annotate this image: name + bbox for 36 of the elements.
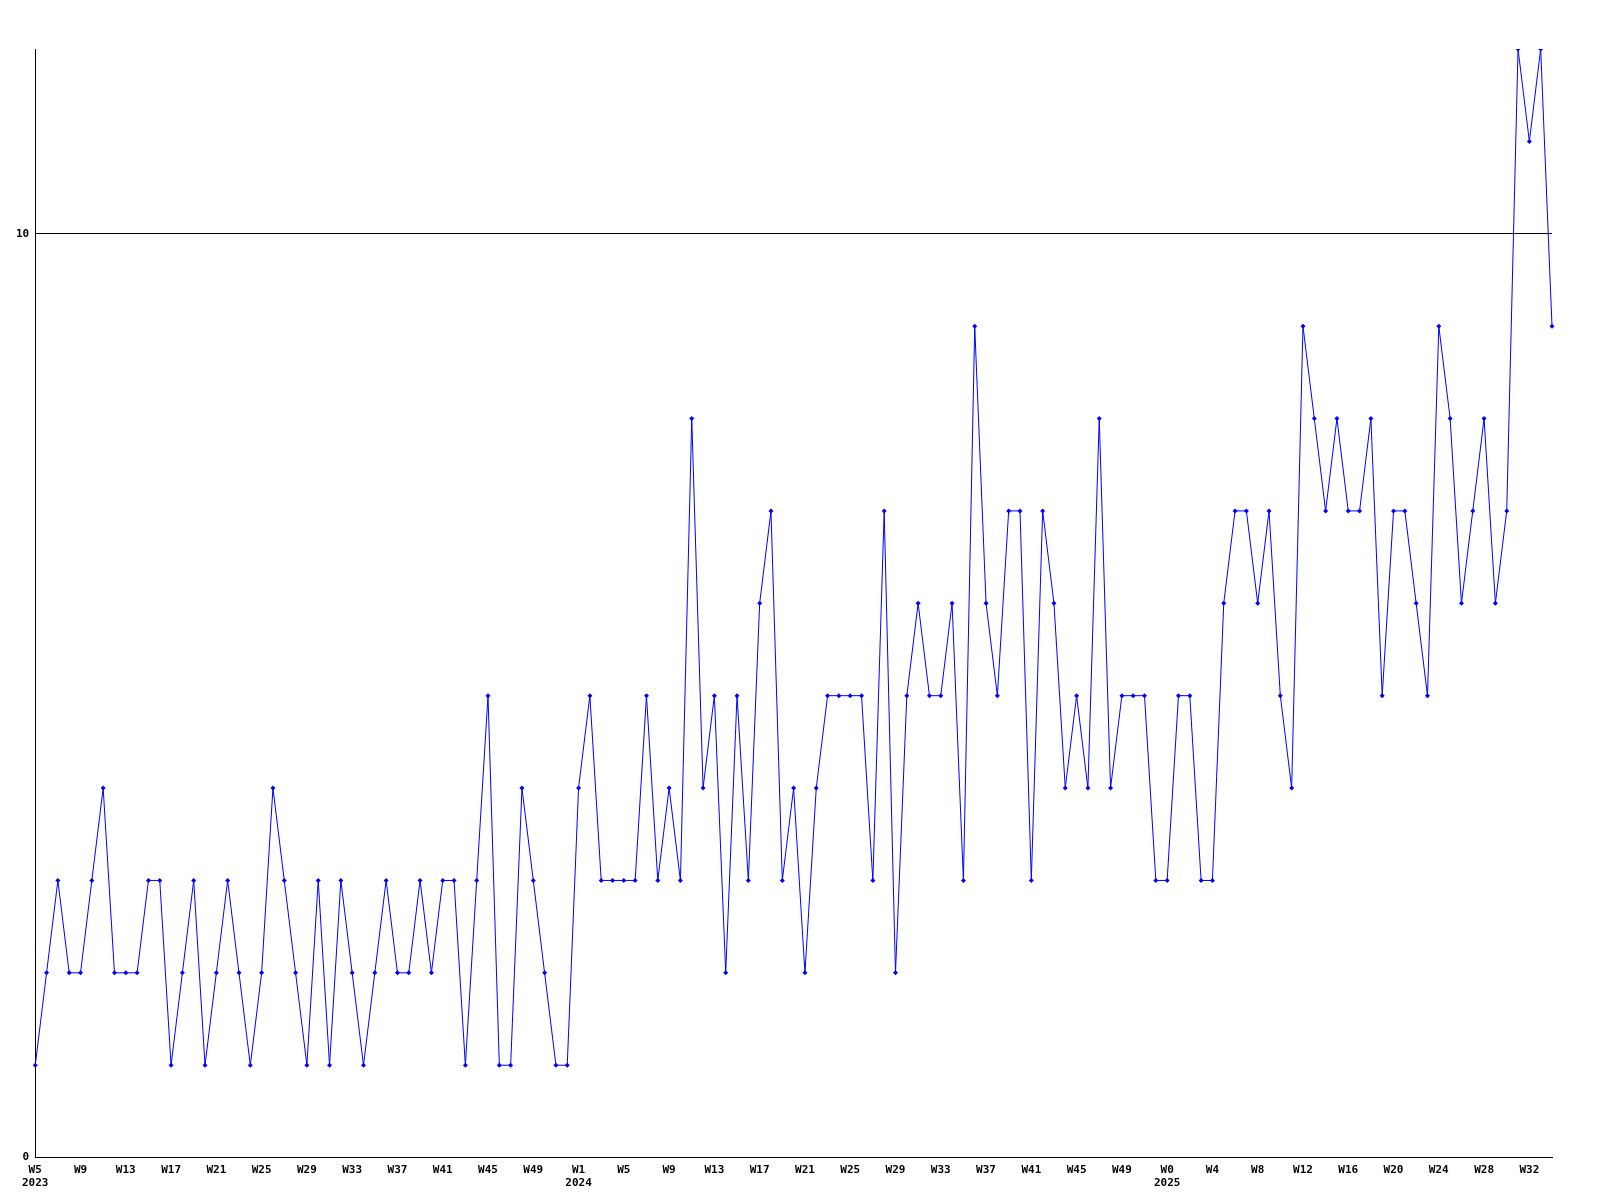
x-tick-label: W32 — [1519, 1163, 1540, 1177]
x-tick-label: W25 — [251, 1163, 272, 1177]
x-tick-label: W16 — [1338, 1163, 1359, 1177]
x-tick-label: W13 — [704, 1163, 725, 1177]
x-tick-label: W37 — [387, 1163, 408, 1177]
x-tick-label: W12 — [1293, 1163, 1313, 1177]
x-tick-label: W41 — [432, 1163, 454, 1177]
x-tick-label: W24 — [1428, 1163, 1450, 1177]
x-tick-label: W28 — [1474, 1163, 1495, 1177]
x-tick-label: W33 — [930, 1163, 951, 1177]
y-tick-label: 10 — [16, 226, 30, 240]
x-tick-label: W37 — [976, 1163, 996, 1177]
x-tick-label: W21 — [206, 1163, 227, 1177]
x-tick-label: W0 2025 — [1153, 1163, 1181, 1190]
y-tick-label: 0 — [22, 1150, 30, 1164]
x-tick-label: W17 — [161, 1163, 182, 1177]
x-tick-label: W25 — [840, 1163, 861, 1177]
x-tick-label: W4 — [1205, 1163, 1220, 1177]
x-tick-label: W45 — [478, 1163, 498, 1177]
x-tick-label: W33 — [342, 1163, 363, 1177]
x-tick-label: W20 — [1383, 1163, 1404, 1177]
x-tick-label: W5 — [617, 1163, 631, 1177]
x-tick-label: W45 — [1066, 1163, 1087, 1177]
x-tick-label: W9 — [73, 1163, 88, 1177]
x-tick-label: W17 — [749, 1163, 770, 1177]
x-tick-label: W21 — [795, 1163, 816, 1177]
x-tick-label: W9 — [662, 1163, 676, 1177]
x-tick-label: W49 — [1111, 1163, 1132, 1177]
x-tick-label: W5 2023 — [22, 1163, 49, 1190]
x-tick-label: W49 — [523, 1163, 544, 1177]
x-tick-label: W29 — [296, 1163, 317, 1177]
x-tick-label: W8 — [1251, 1163, 1265, 1177]
x-tick-label: W13 — [115, 1163, 136, 1177]
x-tick-label: W41 — [1021, 1163, 1042, 1177]
x-tick-label: W1 2024 — [565, 1163, 593, 1190]
x-tick-label: W29 — [885, 1163, 906, 1177]
